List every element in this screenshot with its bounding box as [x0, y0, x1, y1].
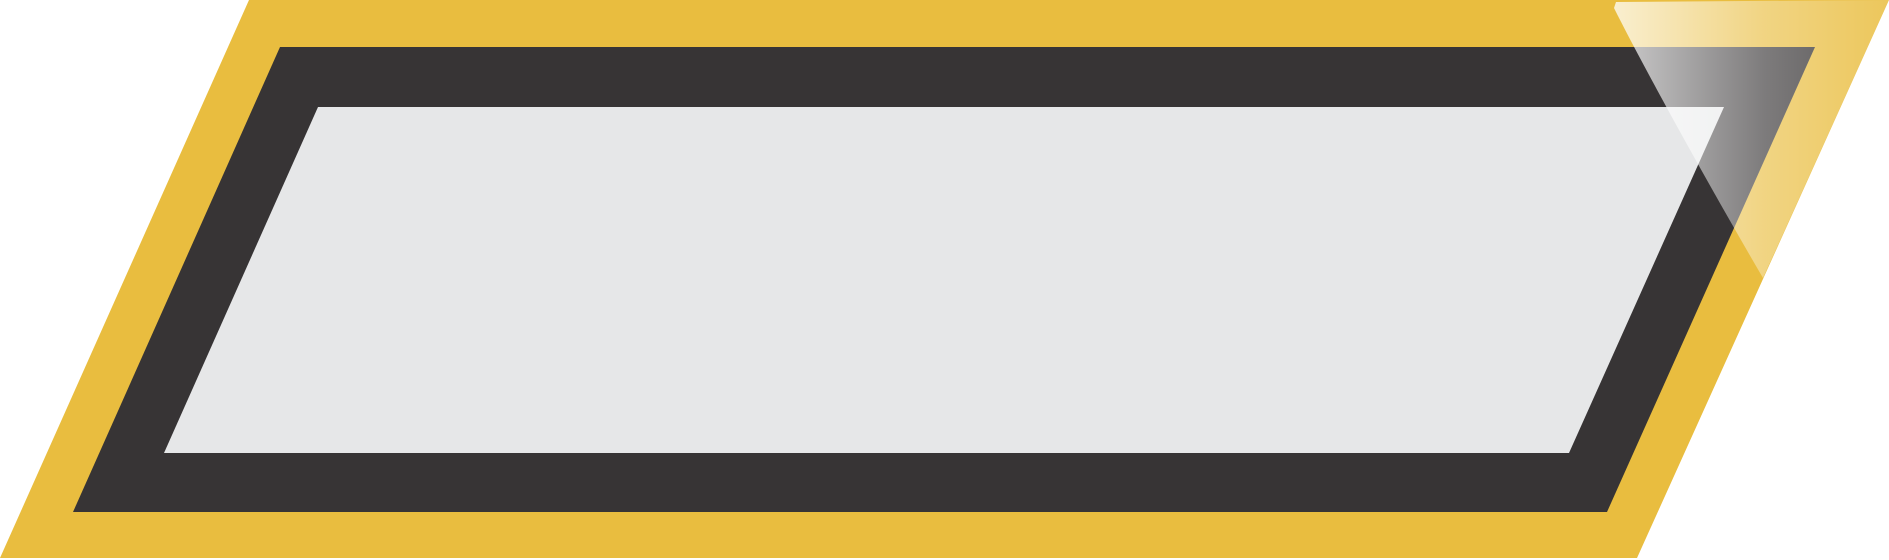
gloss-highlight — [1614, 0, 1889, 278]
content-panel — [164, 107, 1724, 453]
